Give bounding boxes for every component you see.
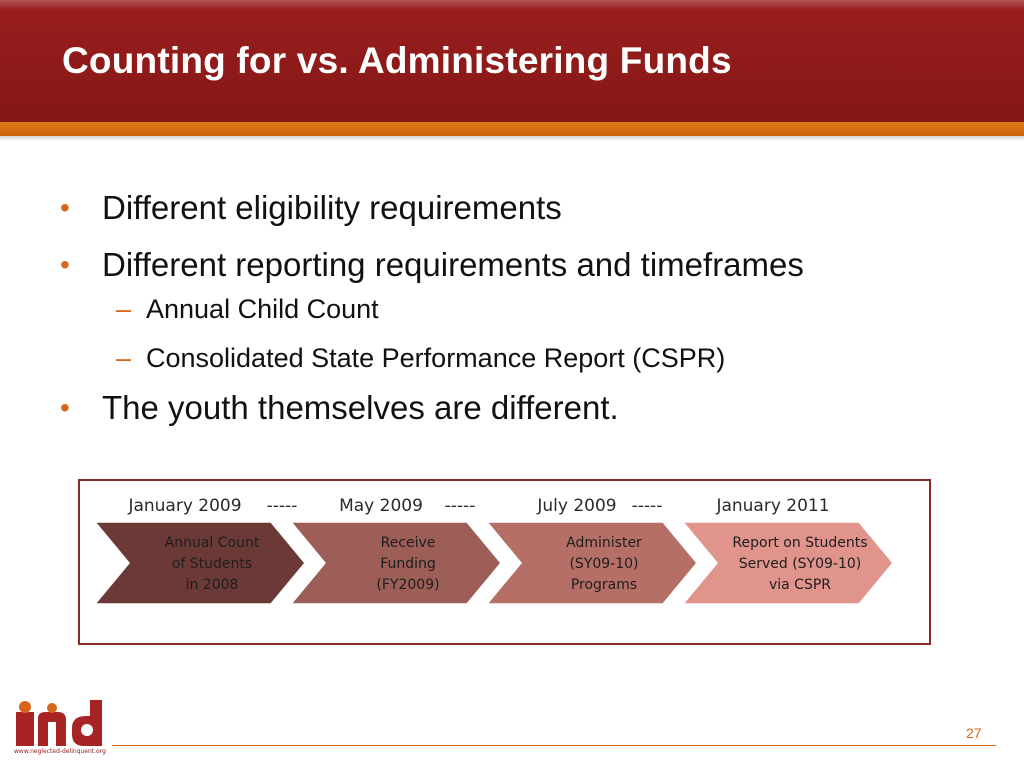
timeline-step-1-line-3: in 2008 [186,577,239,593]
timeline-date-2: May 2009 [339,496,423,516]
bullet-reporting: • Different reporting requirements and t… [60,245,1010,285]
timeline-step-2-line-3: (FY2009) [376,577,439,593]
bullet-marker: • [60,249,70,280]
bullet-youth: • The youth themselves are different. [60,388,1010,428]
timeline-separator-1: ----- [267,496,298,516]
slide-title: Counting for vs. Administering Funds [62,40,732,81]
bullet-list: • Different eligibility requirements • D… [60,188,1010,445]
timeline-step-2-line-2: Funding [380,556,436,572]
timeline-chevron-4 [681,521,894,605]
sub-bullet-text: Annual Child Count [146,294,379,324]
timeline-date-1: January 2009 [127,496,241,516]
timeline-step-3-line-2: (SY09-10) [569,556,638,572]
page-number: 27 [966,725,982,741]
timeline-chevron-1 [93,521,306,605]
timeline-step-1-line-2: of Students [172,556,252,572]
timeline-step-3-line-3: Programs [571,577,637,593]
sub-bullet-marker: – [116,343,132,373]
bullet-eligibility: • Different eligibility requirements [60,188,1010,228]
title-bar-shine [0,0,1024,10]
sub-bullet-text: Consolidated State Performance Report (C… [146,343,726,373]
timeline-graphic: Annual Count of Students in 2008 January 20… [93,496,894,605]
timeline-diagram: Annual Count of Students in 2008 January 20… [78,479,931,645]
sub-bullet-child-count: – Annual Child Count [60,293,1010,325]
title-bar: Counting for vs. Administering Funds [0,0,1024,122]
timeline-chevron-3 [485,521,698,605]
timeline-date-4: January 2011 [715,496,829,516]
timeline-step-1-line-1: Annual Count [165,535,260,551]
sub-bullet-marker: – [116,294,132,324]
title-accent-band [0,122,1024,136]
timeline-chevron-2 [289,521,502,605]
logo-url-text: www.neglected-delinquent.org [14,748,106,755]
timeline-date-3: July 2009 [536,496,616,516]
timeline-separator-3: ----- [632,496,663,516]
bullet-marker: • [60,392,70,423]
bullet-text: Different reporting requirements and tim… [102,246,804,283]
neglected-delinquent-logo [16,700,102,746]
timeline-step-2-line-1: Receive [381,535,436,551]
footer-rule [112,745,996,746]
timeline-step-4-line-3: via CSPR [769,577,831,593]
title-band-shadow [0,136,1024,141]
timeline-step-4-line-2: Served (SY09-10) [739,556,862,572]
sub-bullet-cspr: – Consolidated State Performance Report … [60,342,1010,374]
bullet-text: Different eligibility requirements [102,189,562,226]
timeline-step-3-line-1: Administer [566,535,642,551]
timeline-step-4-line-1: Report on Students [732,535,867,551]
timeline-separator-2: ----- [445,496,476,516]
bullet-text: The youth themselves are different. [102,389,619,426]
bullet-marker: • [60,192,70,223]
